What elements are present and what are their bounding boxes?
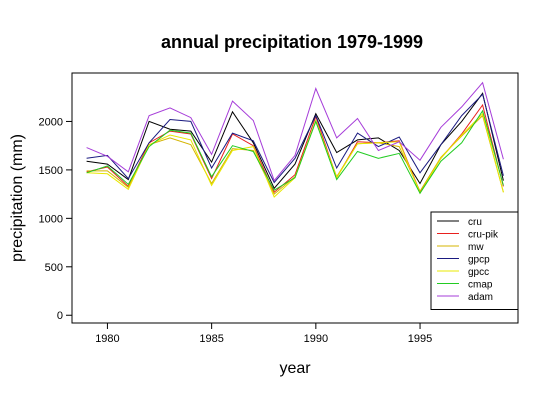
plot-frame <box>71 72 519 324</box>
legend-box <box>430 211 519 310</box>
legend-label-mw: mw <box>468 242 484 253</box>
x-tick-label: 1990 <box>304 333 328 345</box>
legend-label-gpcc: gpcc <box>468 267 489 278</box>
y-tick-label: 1500 <box>39 165 63 177</box>
x-tick-label: 1995 <box>408 333 432 345</box>
chart-title: annual precipitation 1979-1999 <box>161 32 423 52</box>
y-tick-label: 500 <box>45 262 63 274</box>
series-line-adam <box>86 81 504 182</box>
x-tick-label: 1985 <box>199 333 223 345</box>
y-tick-label: 2000 <box>39 116 63 128</box>
y-tick-label: 0 <box>57 310 63 322</box>
x-tick-label: 1980 <box>95 333 119 345</box>
y-axis-label: precipitation (mm) <box>9 134 26 262</box>
x-axis-label: year <box>279 360 311 377</box>
series-line-gpcp <box>86 93 504 184</box>
legend-label-adam: adam <box>468 292 493 303</box>
legend-label-cru-pik: cru-pik <box>468 230 499 241</box>
legend-label-cmap: cmap <box>468 280 493 291</box>
series-lines <box>86 81 504 198</box>
legend-label-gpcp: gpcp <box>468 255 490 266</box>
x-axis: 1980 1985 1990 1995 <box>95 323 432 345</box>
y-tick-label: 1000 <box>39 213 63 225</box>
series-line-cru <box>86 92 504 190</box>
y-axis: 0 500 1000 1500 2000 <box>39 116 72 322</box>
series-line-cmap <box>86 109 504 195</box>
legend-label-cru: cru <box>468 217 482 228</box>
series-line-cru-pik <box>86 103 504 194</box>
